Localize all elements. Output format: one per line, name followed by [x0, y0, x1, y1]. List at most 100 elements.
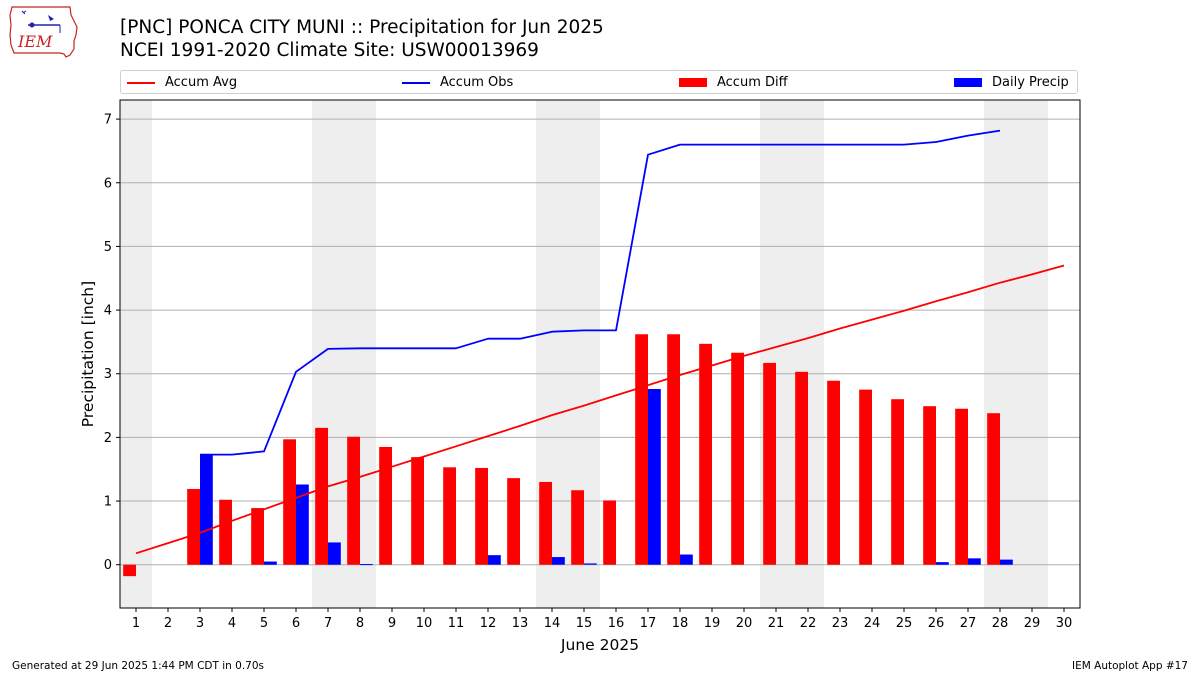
x-tick-label-24: 24 — [864, 616, 881, 631]
legend-label-accum-avg: Accum Avg — [165, 75, 238, 90]
x-tick-label-14: 14 — [544, 616, 561, 631]
legend-label-accum-diff: Accum Diff — [717, 75, 788, 90]
x-axis-label: June 2025 — [560, 636, 639, 654]
bar-accum-diff-day-9 — [379, 446, 392, 565]
bar-accum-diff-day-26 — [923, 406, 936, 565]
x-tick-label-12: 12 — [480, 616, 497, 631]
legend-swatch-accum-obs — [402, 81, 430, 84]
x-tick-label-17: 17 — [640, 616, 657, 631]
legend-item-daily-precip: Daily Precip — [954, 74, 1069, 92]
bar-accum-diff-day-4 — [219, 499, 232, 565]
bar-daily-precip-day-27 — [968, 558, 981, 565]
bar-accum-diff-day-18 — [667, 334, 680, 565]
x-tick-label-10: 10 — [416, 616, 433, 631]
y-axis-label: Precipitation [inch] — [79, 281, 97, 427]
x-tick-label-28: 28 — [992, 616, 1009, 631]
x-tick-label-2: 2 — [164, 616, 172, 631]
x-tick-label-7: 7 — [324, 616, 332, 631]
legend-swatch-accum-diff — [679, 78, 707, 87]
bar-daily-precip-day-3 — [200, 454, 213, 565]
y-tick-label-3: 3 — [104, 367, 112, 382]
bar-accum-diff-day-3 — [187, 488, 200, 565]
y-tick-label-0: 0 — [104, 558, 112, 573]
y-tick-label-7: 7 — [104, 113, 112, 128]
line-accum-avg — [135, 264, 1065, 555]
y-tick-label-5: 5 — [104, 240, 112, 255]
x-tick-label-4: 4 — [228, 616, 236, 631]
bar-accum-diff-day-23 — [827, 380, 840, 565]
x-tick-label-19: 19 — [704, 616, 721, 631]
weekend-shade-day-1 — [120, 100, 152, 608]
line-accum-obs — [200, 129, 1001, 456]
x-tick-label-23: 23 — [832, 616, 849, 631]
bar-accum-diff-day-21 — [763, 362, 776, 565]
x-tick-label-16: 16 — [608, 616, 625, 631]
bar-accum-diff-day-20 — [731, 352, 744, 565]
bar-accum-diff-day-17 — [635, 334, 648, 565]
x-tick-label-13: 13 — [512, 616, 529, 631]
chart-legend: Accum Avg Accum Obs Accum Diff Daily Pre… — [120, 70, 1078, 94]
x-tick-label-21: 21 — [768, 616, 785, 631]
y-tick-label-4: 4 — [104, 304, 112, 319]
bar-daily-precip-day-28 — [1000, 559, 1013, 565]
bar-accum-diff-day-10 — [411, 457, 424, 565]
bar-daily-precip-day-18 — [680, 554, 693, 565]
bar-accum-diff-day-6 — [283, 439, 296, 565]
bar-daily-precip-day-7 — [328, 542, 341, 565]
plot-frame — [119, 99, 1081, 609]
chart-subtitle: NCEI 1991-2020 Climate Site: USW00013969 — [120, 40, 539, 61]
legend-swatch-daily-precip — [954, 78, 982, 87]
bar-daily-precip-day-14 — [552, 557, 565, 565]
x-tick-label-3: 3 — [196, 616, 204, 631]
x-tick-label-1: 1 — [132, 616, 140, 631]
chart-title: [PNC] PONCA CITY MUNI :: Precipitation f… — [120, 17, 604, 38]
bar-accum-diff-day-28 — [987, 413, 1000, 565]
footer-app-text: IEM Autoplot App #17 — [1072, 660, 1188, 672]
bar-accum-diff-day-14 — [539, 481, 552, 565]
bar-accum-diff-day-24 — [859, 389, 872, 565]
y-tick-label-1: 1 — [104, 495, 112, 510]
y-tick-label-6: 6 — [104, 176, 112, 191]
bar-daily-precip-day-12 — [488, 555, 501, 565]
x-tick-label-15: 15 — [576, 616, 593, 631]
x-tick-label-20: 20 — [736, 616, 753, 631]
x-tick-label-25: 25 — [896, 616, 913, 631]
iem-logo-icon: IEM — [9, 6, 78, 58]
bar-accum-diff-day-27 — [955, 408, 968, 565]
x-tick-label-8: 8 — [356, 616, 364, 631]
legend-item-accum-avg: Accum Avg — [127, 74, 237, 92]
logo-text: IEM — [17, 32, 53, 51]
bar-accum-diff-day-1 — [123, 564, 136, 577]
legend-item-accum-diff: Accum Diff — [679, 74, 788, 92]
legend-swatch-accum-avg — [127, 81, 155, 84]
x-tick-label-30: 30 — [1056, 616, 1073, 631]
bar-daily-precip-day-5 — [264, 561, 277, 565]
bar-accum-diff-day-16 — [603, 500, 616, 565]
bar-accum-diff-day-15 — [571, 490, 584, 565]
x-tick-label-11: 11 — [448, 616, 465, 631]
legend-label-accum-obs: Accum Obs — [440, 75, 514, 90]
footer-generated-text: Generated at 29 Jun 2025 1:44 PM CDT in … — [12, 660, 265, 672]
x-tick-label-9: 9 — [388, 616, 396, 631]
bar-accum-diff-day-12 — [475, 467, 488, 565]
x-tick-label-18: 18 — [672, 616, 689, 631]
bar-accum-diff-day-22 — [795, 371, 808, 565]
bar-accum-diff-day-5 — [251, 508, 264, 565]
y-tick-label-2: 2 — [104, 431, 112, 446]
bar-accum-diff-day-13 — [507, 478, 520, 565]
bar-accum-diff-day-11 — [443, 467, 456, 565]
x-tick-label-29: 29 — [1024, 616, 1041, 631]
bar-daily-precip-day-17 — [648, 389, 661, 565]
x-tick-label-5: 5 — [260, 616, 268, 631]
x-tick-label-27: 27 — [960, 616, 977, 631]
bar-daily-precip-day-15 — [584, 563, 597, 565]
legend-item-accum-obs: Accum Obs — [402, 74, 513, 92]
bar-daily-precip-day-26 — [936, 562, 949, 565]
bar-accum-diff-day-8 — [347, 436, 360, 565]
x-tick-label-22: 22 — [800, 616, 817, 631]
bar-accum-diff-day-7 — [315, 427, 328, 565]
bar-daily-precip-day-6 — [296, 484, 309, 565]
bar-accum-diff-day-19 — [699, 343, 712, 565]
bar-accum-diff-day-25 — [891, 399, 904, 565]
